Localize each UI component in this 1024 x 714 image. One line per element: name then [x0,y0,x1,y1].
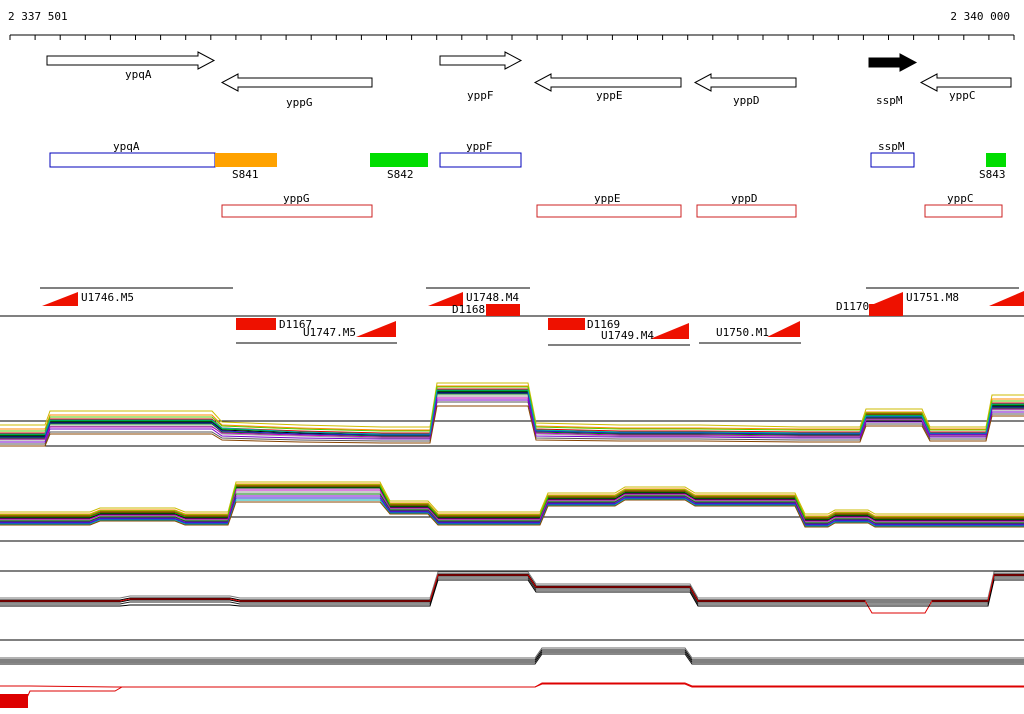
tu-label-u1751-m8: U1751.M8 [906,291,959,304]
expression-series [0,574,1024,614]
gene-arrow-sspm[interactable] [868,53,918,72]
tu-box-d1169[interactable] [548,318,585,330]
tu-label-d1168: D1168 [452,303,485,316]
expression-series [0,389,1024,435]
feature-box-yppe[interactable] [536,204,682,218]
expression-series [0,495,1024,525]
expression-panel-4[interactable] [0,639,1024,708]
gene-label-yppe: yppE [596,89,623,102]
feature-box-s842[interactable] [370,153,428,167]
expression-series [0,573,1024,601]
tu-label-d1169: D1169 [587,318,620,331]
expression-series [0,497,1024,526]
gene-arrow-yppe[interactable] [533,73,682,92]
gene-arrow-yppc[interactable] [919,73,1012,92]
tu-label-d1167: D1167 [279,318,312,331]
tu-label-u1749-m4: U1749.M4 [601,329,654,342]
feature-label-yppg: yppG [283,192,310,205]
expression-series [0,499,1024,528]
tu-label-u1750-m1: U1750.M1 [716,326,769,339]
tu-wedge-edge-partial[interactable] [989,291,1024,306]
tu-box-d1170[interactable] [869,304,903,316]
feature-box-yppg[interactable] [221,204,373,218]
expression-series [0,382,1024,428]
gene-label-yppd: yppD [733,94,760,107]
feature-box-yppc[interactable] [924,204,1003,218]
gene-label-yppf: yppF [467,89,494,102]
expression-series [0,651,1024,663]
expression-panel-2[interactable] [0,481,1024,542]
gene-label-ypqa: ypqA [125,68,152,81]
tu-box-d1168[interactable] [486,304,520,316]
feature-label-yppd: yppD [731,192,758,205]
feature-box-sspm[interactable] [870,152,915,168]
gene-label-yppc: yppC [949,89,976,102]
tu-wedge-u1751-m8[interactable] [869,292,903,306]
feature-label-yppc: yppC [947,192,974,205]
expression-series [0,571,1024,599]
feature-label-yppe: yppE [594,192,621,205]
expression-series [0,481,1024,515]
feature-label-sspm: sspM [878,140,905,153]
expression-series [0,489,1024,522]
tu-label-u1748-m4: U1748.M4 [466,291,519,304]
expression-series [0,399,1024,443]
tu-label-u1746-m5: U1746.M5 [81,291,134,304]
expression-series [0,386,1024,432]
gene-arrow-yppd[interactable] [693,73,797,92]
gene-arrow-yppf[interactable] [439,51,523,70]
feature-box-s841[interactable] [215,153,277,167]
gene-label-sspm: sspM [876,94,903,107]
tu-label-u1747-m5: U1747.M5 [303,326,356,339]
expression-series [0,649,1024,661]
gene-arrow-ypqa[interactable] [46,51,216,70]
feature-label-s843: S843 [979,168,1006,181]
expression-series [0,682,1024,688]
expression-series [0,683,1024,703]
feature-label-ypqa: ypqA [113,140,140,153]
feature-label-s842: S842 [387,168,414,181]
gene-arrow-yppg[interactable] [220,73,373,92]
expression-series [0,577,1024,605]
tu-wedge-u1750-m1[interactable] [767,321,800,337]
expression-series [0,653,1024,665]
feature-box-yppd[interactable] [696,204,797,218]
feature-box-yppf[interactable] [439,152,522,168]
expression-series [0,498,1024,527]
tu-label-d1170: D1170 [836,300,869,313]
feature-label-yppf: yppF [466,140,493,153]
expression-series [0,647,1024,659]
expression-series [0,493,1024,524]
gene-label-yppg: yppG [286,96,313,109]
expression-series [0,579,1024,607]
ruler-end-label: 2 340 000 [950,10,1010,23]
expression-series [0,484,1024,518]
feature-label-s841: S841 [232,168,259,181]
tu-wedge-u1747-m5[interactable] [356,321,396,337]
expression-series [0,397,1024,440]
tu-wedge-u1749-m4[interactable] [650,323,689,339]
panel-block [0,694,28,708]
tu-wedge-u1748-m4[interactable] [428,292,463,306]
expression-series [0,405,1024,447]
expression-series [0,483,1024,517]
feature-box-s843[interactable] [986,153,1006,167]
expression-series [0,486,1024,520]
tu-wedge-u1746-m5[interactable] [42,292,78,306]
expression-panel-1[interactable] [0,382,1024,447]
expression-panel-3[interactable] [0,570,1024,614]
feature-box-ypqa[interactable] [49,152,216,168]
ruler-start-label: 2 337 501 [8,10,68,23]
tu-box-d1167[interactable] [236,318,276,330]
expression-series [0,575,1024,603]
